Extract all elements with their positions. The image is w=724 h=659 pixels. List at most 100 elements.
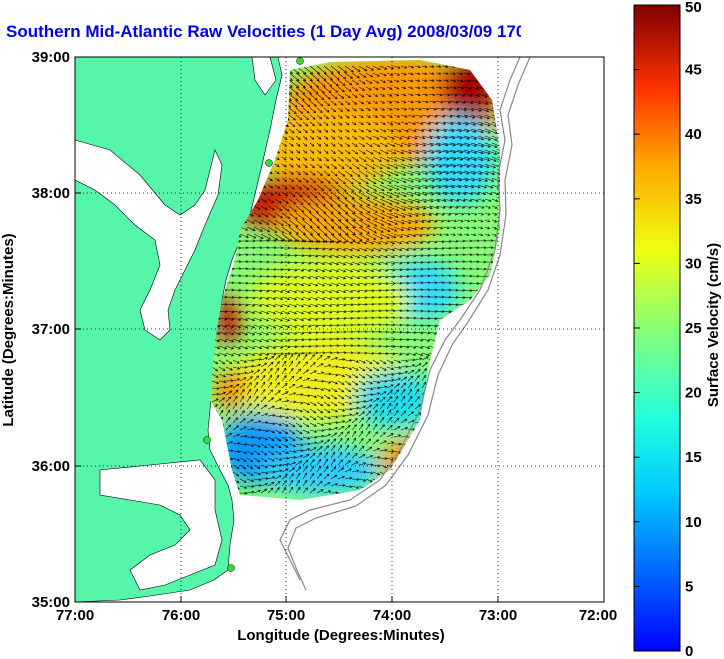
velocity-arrow <box>274 233 286 241</box>
velocity-arrow <box>421 114 431 118</box>
velocity-arrow <box>449 79 457 83</box>
velocity-arrow <box>337 408 346 412</box>
velocity-arrow <box>330 401 338 406</box>
velocity-arrow <box>288 324 298 329</box>
velocity-arrow <box>351 282 361 286</box>
velocity-arrow <box>428 170 443 175</box>
velocity-arrow <box>379 233 390 239</box>
velocity-arrow <box>253 381 259 389</box>
velocity-arrow <box>288 177 295 182</box>
velocity-arrow <box>470 219 477 223</box>
velocity-arrow <box>267 310 277 315</box>
velocity-arrow <box>337 431 344 438</box>
velocity-arrow <box>456 219 464 223</box>
velocity-arrow <box>246 219 255 224</box>
velocity-arrow <box>456 128 470 133</box>
velocity-arrow <box>365 163 376 170</box>
velocity-arrow <box>372 65 381 71</box>
velocity-arrow <box>281 317 291 322</box>
x-tick-label: 72:00 <box>579 607 617 624</box>
velocity-arrow <box>477 191 487 196</box>
velocity-arrow <box>386 163 399 169</box>
velocity-arrow <box>449 239 459 243</box>
velocity-arrow <box>414 324 424 327</box>
velocity-arrow <box>351 79 360 85</box>
velocity-arrow <box>386 205 400 212</box>
y-axis: 39:00 38:00 37:00 36:00 35:00 Latitude (… <box>0 49 81 611</box>
velocity-arrow <box>344 170 353 177</box>
velocity-arrow <box>288 353 294 361</box>
velocity-arrow <box>323 128 329 133</box>
velocity-arrow <box>435 156 450 161</box>
velocity-arrow <box>393 93 400 97</box>
velocity-arrow <box>449 149 464 154</box>
velocity-arrow <box>267 381 273 389</box>
velocity-arrow <box>218 338 228 343</box>
velocity-arrow <box>267 184 274 189</box>
velocity-arrow <box>491 226 498 230</box>
velocity-arrow <box>260 219 270 225</box>
velocity-arrow <box>267 282 277 286</box>
velocity-arrow <box>323 275 333 280</box>
velocity-arrow <box>274 367 280 375</box>
velocity-arrow <box>442 121 454 126</box>
velocity-arrow <box>323 107 330 113</box>
velocity-arrow <box>323 191 333 199</box>
velocity-arrow <box>470 246 480 250</box>
velocity-arrow <box>351 289 361 293</box>
velocity-arrow <box>379 391 387 396</box>
velocity-arrow <box>421 212 432 217</box>
velocity-arrow <box>449 163 464 168</box>
velocity-arrow <box>302 170 309 176</box>
velocity-arrow <box>463 170 476 175</box>
velocity-arrow <box>379 409 385 417</box>
velocity-arrow <box>218 386 227 389</box>
velocity-arrow <box>337 184 347 192</box>
velocity-arrow <box>463 135 477 140</box>
velocity-arrow <box>295 296 305 301</box>
velocity-arrow <box>393 359 402 364</box>
velocity-arrow <box>372 366 380 372</box>
velocity-arrow <box>456 288 466 292</box>
velocity-arrow <box>330 351 340 355</box>
velocity-arrow <box>372 403 379 410</box>
velocity-arrow <box>288 436 296 441</box>
velocity-arrow <box>372 392 381 396</box>
velocity-arrow <box>491 170 500 176</box>
velocity-arrow <box>309 79 319 88</box>
velocity-arrow <box>428 309 438 313</box>
velocity-arrow <box>477 219 484 223</box>
velocity-arrow <box>414 212 426 217</box>
velocity-arrow <box>351 309 361 313</box>
velocity-arrow <box>393 184 407 191</box>
velocity-arrow <box>225 409 231 417</box>
velocity-arrow <box>407 345 417 349</box>
velocity-arrow <box>288 205 297 213</box>
velocity-arrow <box>330 191 340 200</box>
velocity-arrow <box>295 261 305 265</box>
velocity-arrow <box>379 93 386 97</box>
velocity-arrow <box>260 352 270 356</box>
velocity-arrow <box>337 163 345 170</box>
velocity-arrow <box>232 359 240 364</box>
velocity-arrow <box>232 352 242 357</box>
velocity-arrow <box>344 282 354 287</box>
velocity-arrow <box>428 135 441 140</box>
velocity-arrow <box>442 72 449 76</box>
velocity-arrow <box>330 142 336 147</box>
velocity-arrow <box>414 184 428 190</box>
velocity-arrow <box>302 149 308 154</box>
velocity-arrow <box>456 267 466 271</box>
velocity-arrow <box>449 212 458 216</box>
velocity-arrow <box>393 121 401 125</box>
velocity-arrow <box>239 464 247 470</box>
velocity-arrow <box>428 86 435 90</box>
velocity-arrow <box>400 254 410 258</box>
velocity-arrow <box>351 198 363 207</box>
velocity-arrow <box>435 163 450 168</box>
velocity-arrow <box>400 135 411 140</box>
velocity-arrow <box>267 331 277 336</box>
velocity-arrow <box>428 79 435 83</box>
velocity-arrow <box>428 317 438 321</box>
velocity-arrow <box>239 331 249 336</box>
